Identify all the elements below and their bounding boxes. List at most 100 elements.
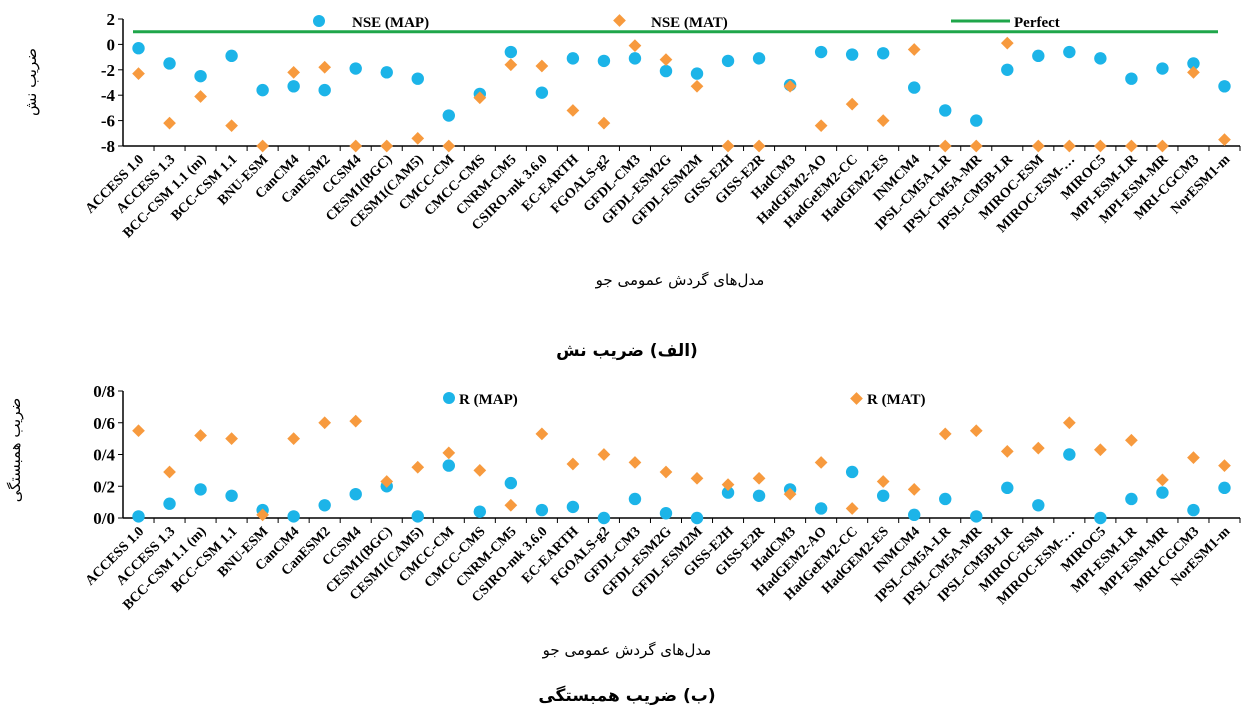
nse-map-point <box>349 62 362 75</box>
nse-map-point <box>1125 72 1138 85</box>
correlation-mat-point <box>535 427 549 441</box>
correlation-map-point <box>1156 486 1169 499</box>
correlation-legend: R (MAP) R (MAT) <box>443 392 925 408</box>
correlation-mat-point <box>1125 433 1138 447</box>
nse-map-point <box>442 109 455 122</box>
correlation-mat-point <box>380 475 394 488</box>
nse-y-tick-label: -4 <box>101 86 116 105</box>
nse-mat-point <box>845 97 859 111</box>
correlation-map-point <box>908 508 921 522</box>
nse-map-point <box>225 49 238 63</box>
correlation-y-axis-title: ضریب همبستگی <box>6 398 24 503</box>
correlation-map-point <box>845 465 859 479</box>
nse-y-axis-title: ضریب نش <box>22 48 40 116</box>
nse-x-axis-title: مدل‌های گردش عمومی جو <box>595 271 765 289</box>
nse-map-point <box>1187 57 1200 70</box>
nse-map-point <box>256 83 269 97</box>
nse-mat-point <box>1187 65 1200 79</box>
correlation-map-point <box>1125 492 1138 506</box>
nse-mat-point <box>1125 139 1138 153</box>
nse-mat-point <box>907 43 921 56</box>
correlation-mat-point <box>504 498 518 512</box>
nse-map-point <box>194 69 207 83</box>
correlation-map-point <box>442 459 455 472</box>
nse-mat-point <box>256 139 269 153</box>
nse-map-point <box>1063 45 1076 59</box>
nse-mat-point <box>380 139 394 153</box>
correlation-mat-point <box>690 471 704 485</box>
correlation-map-point <box>1001 481 1014 495</box>
correlation-mat-point <box>659 465 673 479</box>
nse-mat-point <box>721 139 735 153</box>
correlation-map-point <box>1063 448 1076 461</box>
nse-caption: (الف) ضریب نش <box>556 341 698 361</box>
nse-map-point <box>721 54 735 68</box>
nse-mat-point <box>752 139 766 153</box>
nse-y-tick-label: -8 <box>101 137 115 156</box>
nse-mat-point <box>628 39 642 53</box>
nse-map-series <box>132 42 1231 127</box>
nse-mat-point <box>318 60 332 74</box>
nse-map-point <box>1156 62 1169 75</box>
correlation-map-point <box>163 497 176 510</box>
nse-legend: NSE (MAP) NSE (MAT) Perfect <box>313 14 1060 31</box>
nse-mat-point <box>535 59 549 73</box>
correlation-mat-point <box>287 432 301 445</box>
correlation-y-tick-label: 0/2 <box>93 477 115 496</box>
legend-marker-r-map <box>443 392 455 404</box>
nse-mat-point <box>194 90 207 103</box>
nse-map-point <box>752 52 766 65</box>
nse-mat-point <box>1000 36 1014 50</box>
correlation-y-tick-label: 0/0 <box>93 509 115 528</box>
correlation-map-point <box>876 489 890 502</box>
nse-map-point <box>504 45 518 59</box>
correlation-mat-point <box>1187 451 1200 465</box>
correlation-map-point <box>411 510 424 523</box>
correlation-y-tick-label: 0/8 <box>93 382 115 401</box>
correlation-mat-point <box>566 457 580 471</box>
nse-map-point <box>132 42 145 55</box>
nse-y-tick-label: -6 <box>101 112 115 131</box>
nse-map-point <box>535 86 549 99</box>
nse-mat-point <box>876 114 890 127</box>
nse-mat-point <box>814 119 828 133</box>
nse-mat-point <box>659 53 673 67</box>
legend-label-r-mat: R (MAT) <box>867 392 925 408</box>
correlation-mat-point <box>194 429 207 442</box>
nse-y-tick-labels: 2 0 -2 -4 -6 -8 <box>101 10 123 156</box>
correlation-mat-point <box>1156 473 1169 487</box>
nse-map-point <box>597 54 611 68</box>
nse-map-point <box>163 57 176 70</box>
correlation-mat-point <box>814 456 828 469</box>
correlation-map-point <box>132 510 145 523</box>
correlation-caption: (ب) ضریب همبستگی <box>538 685 715 706</box>
correlation-mat-point <box>938 427 952 441</box>
correlation-mat-point <box>907 483 921 496</box>
nse-map-point <box>566 52 580 65</box>
correlation-map-point <box>597 511 611 525</box>
correlation-map-point <box>225 489 238 502</box>
correlation-map-point <box>1032 499 1045 512</box>
correlation-map-point <box>535 503 549 517</box>
correlation-map-point <box>970 510 983 523</box>
nse-mat-point <box>132 67 145 80</box>
correlation-map-point <box>752 489 766 502</box>
correlation-mat-point <box>442 446 456 460</box>
nse-map-point <box>876 47 890 60</box>
correlation-mat-point <box>225 432 238 445</box>
nse-mat-point <box>349 139 363 153</box>
correlation-mat-point <box>845 502 859 515</box>
nse-map-point <box>1218 80 1231 93</box>
nse-mat-point <box>1094 139 1107 153</box>
correlation-mat-point <box>1000 444 1014 458</box>
r-map-series <box>132 448 1231 525</box>
nse-mat-point <box>225 119 238 133</box>
correlation-map-point <box>628 492 642 506</box>
nse-map-point <box>1001 63 1014 76</box>
nse-y-tick-label: 2 <box>107 10 116 29</box>
r-mat-series <box>132 414 1231 522</box>
nse-mat-point <box>504 58 518 72</box>
